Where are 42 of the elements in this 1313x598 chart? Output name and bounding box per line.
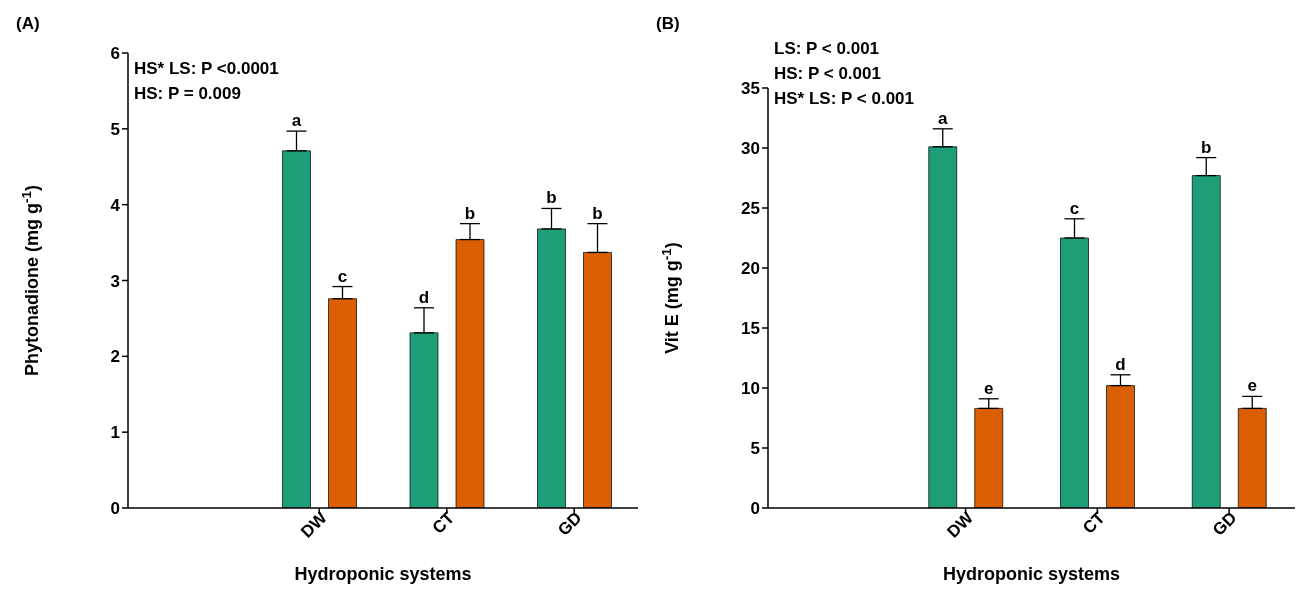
y-tick-label: 6 [110,44,120,64]
y-tick-label: 5 [110,119,120,139]
x-axis-title: Hydroponic systems [942,564,1121,584]
x-tick-label: DW [297,507,332,542]
y-tick-label: 0 [110,499,120,519]
y-tick-label: 15 [741,319,760,339]
x-tick-label: CT [428,507,459,538]
data-label: b [1201,137,1212,157]
x-tick-label: DW [943,507,978,542]
chart-title: (A) [16,14,40,34]
data-label: b [464,203,476,223]
y-tick-label: 10 [741,379,760,399]
y-tick-label: 35 [741,79,760,99]
data-label: c [337,266,348,286]
text: HS: P < 0.001 [774,63,882,85]
annotation: HS* LS: P < 0.001 [774,88,915,110]
x-tick-label: CT [1079,507,1110,538]
y-tick-label: 25 [741,199,760,219]
annotation: HS* LS: P <0.0001 [134,58,279,80]
data-label: d [1115,354,1126,374]
chart-title: (B) [656,14,680,34]
data-label: e [1247,376,1257,396]
x-tick-label: GD [554,508,586,540]
data-label: c [1069,198,1080,218]
x-axis-title: Hydroponic systems [294,564,472,584]
data-label: b [592,203,603,223]
data-label: a [291,111,302,131]
y-tick-label: 20 [741,259,760,279]
x-tick-label: GD [1208,508,1241,540]
data-label: a [938,108,949,128]
text: LS: P < 0.001 [774,38,881,60]
annotation: HS: P = 0.009 [134,83,242,105]
y-tick-label: 2 [110,347,120,367]
y-tick-label: 1 [110,423,120,443]
y-tick-label: 5 [750,439,760,459]
y-tick-label: 30 [741,139,760,159]
y-tick-label: 3 [110,271,120,291]
data-label: e [984,378,994,398]
data-label: d [418,287,430,307]
y-tick-label: 0 [750,499,760,519]
y-tick-label: 4 [110,195,121,215]
data-label: b [546,188,557,208]
